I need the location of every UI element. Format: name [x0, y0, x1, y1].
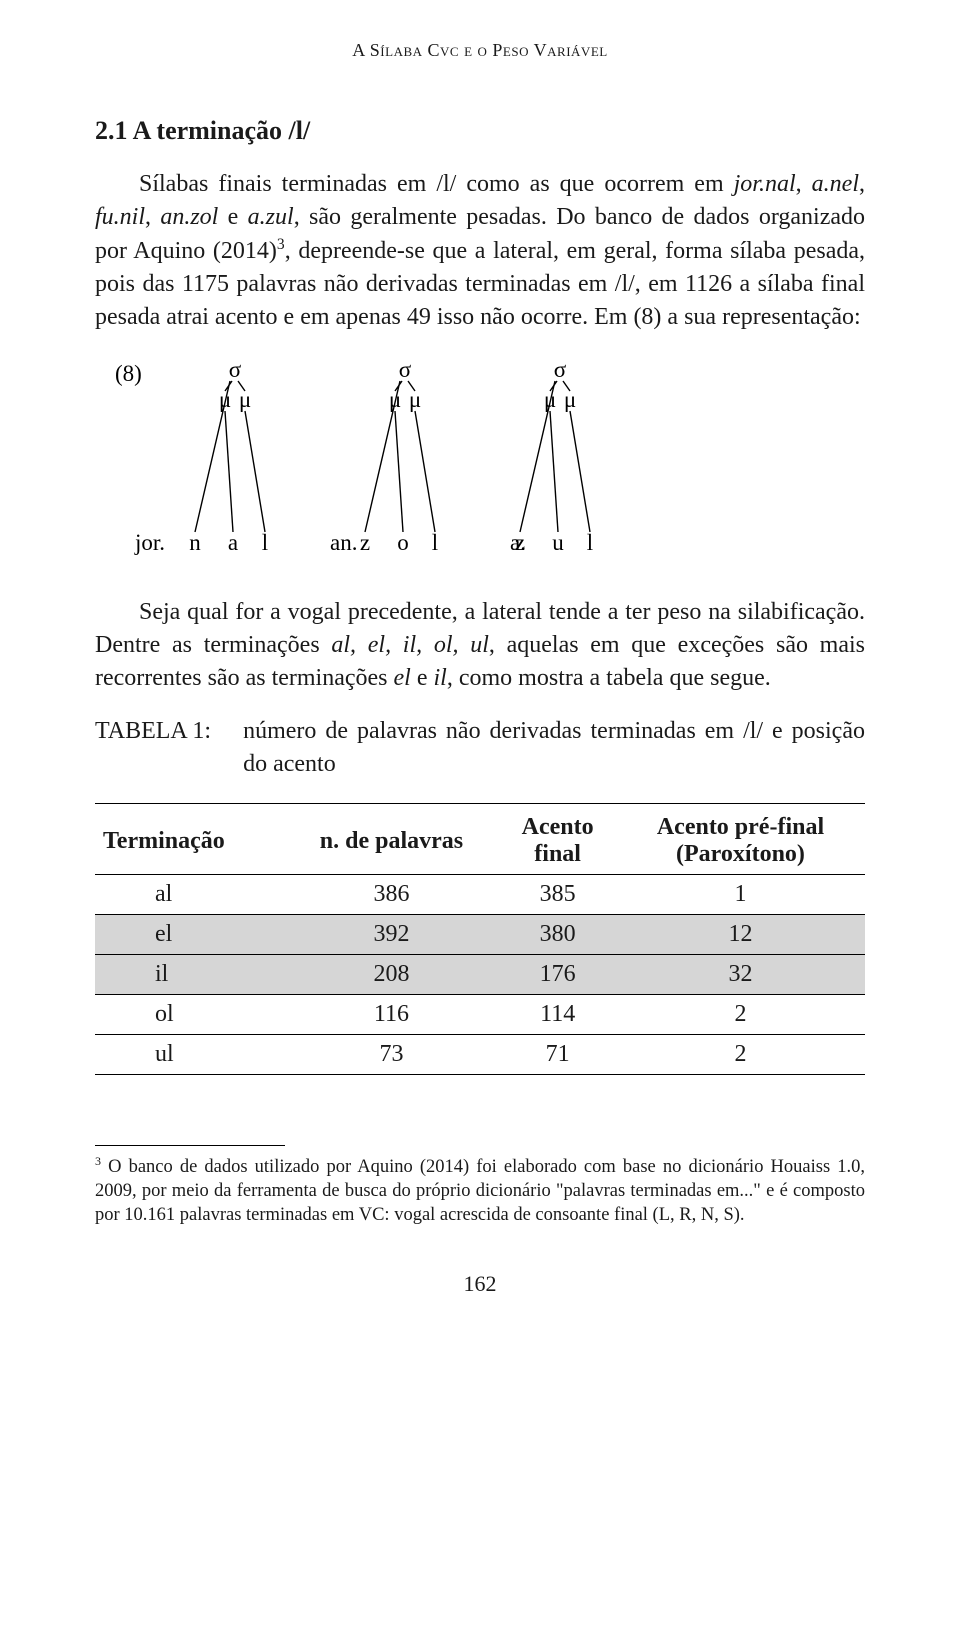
cell-acento-prefinal: 2: [616, 1035, 865, 1075]
text: e: [218, 204, 247, 230]
svg-text:(8): (8): [115, 361, 142, 386]
cell-acento-final: 385: [499, 875, 616, 915]
svg-text:a: a: [228, 530, 238, 555]
section-heading: 2.1 A terminação /l/: [95, 116, 865, 146]
svg-text:σ: σ: [229, 357, 242, 382]
text: (Paroxítono): [676, 841, 805, 867]
data-table: Terminação n. de palavras Acento final A…: [95, 803, 865, 1075]
svg-text:o: o: [397, 530, 409, 555]
text: Acento pré-final: [657, 814, 824, 840]
cell-acento-final: 114: [499, 995, 616, 1035]
svg-text:jor.: jor.: [134, 530, 165, 555]
text: e: [411, 665, 434, 691]
text: ,: [145, 204, 160, 230]
svg-text:z: z: [515, 530, 525, 555]
table-row: ol1161142: [95, 995, 865, 1035]
running-head: A Sílaba Cvc e o Peso Variável: [95, 40, 865, 61]
col-acento-prefinal: Acento pré-final (Paroxítono): [616, 804, 865, 875]
table-body: al3863851el39238012il20817632ol1161142ul…: [95, 875, 865, 1075]
table-row: il20817632: [95, 955, 865, 995]
text: , como mostra a tabela que segue.: [447, 665, 771, 691]
cell-n: 208: [284, 955, 500, 995]
page-number: 162: [95, 1271, 865, 1297]
cell-term: ol: [95, 995, 284, 1035]
cell-n: 386: [284, 875, 500, 915]
italic: an.zol: [160, 204, 218, 230]
table-row: el39238012: [95, 915, 865, 955]
cell-acento-prefinal: 1: [616, 875, 865, 915]
footnote: 3 O banco de dados utilizado por Aquino …: [95, 1154, 865, 1227]
paragraph-2: Seja qual for a vogal precedente, a late…: [95, 596, 865, 695]
text: ,: [859, 171, 865, 197]
table-caption-text: número de palavras não derivadas termina…: [243, 715, 865, 781]
svg-text:an.: an.: [330, 530, 357, 555]
svg-text:z: z: [360, 530, 370, 555]
text: Sílabas finais terminadas em /l/ como as…: [139, 171, 734, 197]
syllable-tree-diagram: (8)σμμjor.nalσμμan.zolσμμa.zul: [115, 355, 865, 570]
italic: el: [394, 665, 411, 691]
cell-term: al: [95, 875, 284, 915]
text: final: [534, 841, 581, 867]
col-n-palavras: n. de palavras: [284, 804, 500, 875]
table-caption: TABELA 1: número de palavras não derivad…: [95, 715, 865, 781]
svg-text:n: n: [189, 530, 201, 555]
italic: il: [434, 665, 447, 691]
syllable-tree-svg: (8)σμμjor.nalσμμan.zolσμμa.zul: [115, 355, 675, 570]
svg-text:l: l: [432, 530, 438, 555]
footnote-ref: 3: [277, 236, 285, 253]
italic: a.nel: [812, 171, 859, 197]
table-header-row: Terminação n. de palavras Acento final A…: [95, 804, 865, 875]
col-acento-final: Acento final: [499, 804, 616, 875]
text: Acento: [522, 814, 594, 840]
svg-text:l: l: [262, 530, 268, 555]
cell-term: el: [95, 915, 284, 955]
cell-acento-final: 380: [499, 915, 616, 955]
table-row: ul73712: [95, 1035, 865, 1075]
cell-acento-final: 71: [499, 1035, 616, 1075]
cell-acento-prefinal: 2: [616, 995, 865, 1035]
svg-text:σ: σ: [554, 357, 567, 382]
cell-n: 73: [284, 1035, 500, 1075]
footnote-rule: [95, 1145, 285, 1146]
table-row: al3863851: [95, 875, 865, 915]
italic: fu.nil: [95, 204, 145, 230]
cell-acento-prefinal: 12: [616, 915, 865, 955]
cell-acento-final: 176: [499, 955, 616, 995]
col-terminacao: Terminação: [95, 804, 284, 875]
cell-acento-prefinal: 32: [616, 955, 865, 995]
table-caption-label: TABELA 1:: [95, 715, 211, 781]
italic: a.zul: [248, 204, 294, 230]
paragraph-1: Sílabas finais terminadas em /l/ como as…: [95, 168, 865, 335]
cell-term: ul: [95, 1035, 284, 1075]
cell-term: il: [95, 955, 284, 995]
cell-n: 116: [284, 995, 500, 1035]
footnote-text: O banco de dados utilizado por Aquino (2…: [95, 1157, 865, 1224]
svg-text:l: l: [587, 530, 593, 555]
cell-n: 392: [284, 915, 500, 955]
italic: jor.nal: [734, 171, 796, 197]
svg-text:u: u: [552, 530, 564, 555]
text: ,: [796, 171, 812, 197]
svg-text:σ: σ: [399, 357, 412, 382]
italic: al, el, il, ol, ul: [331, 632, 489, 658]
